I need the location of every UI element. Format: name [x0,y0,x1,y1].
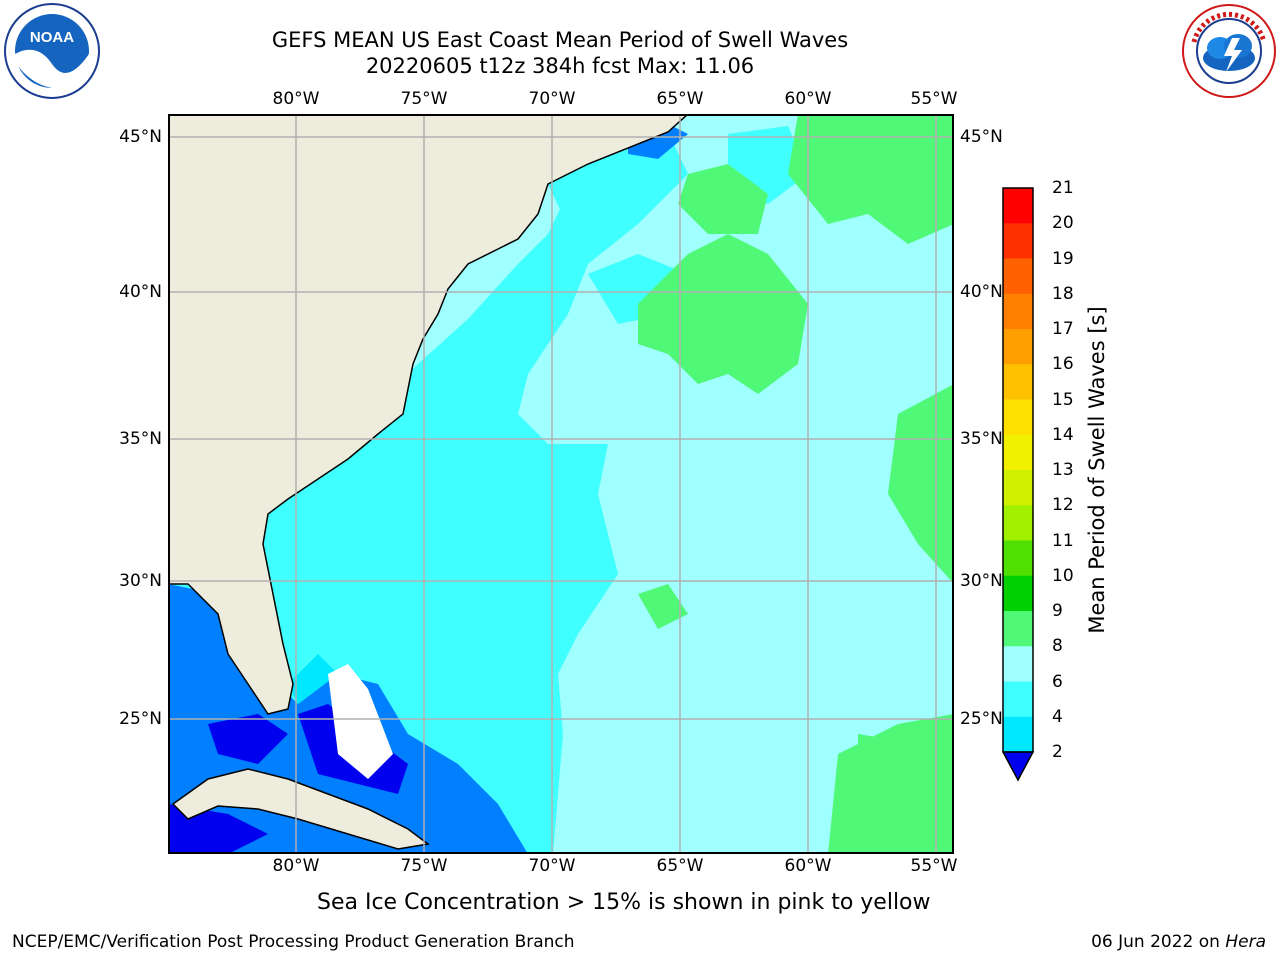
ocean-6-8 [168,132,688,854]
swell-period-map [168,114,954,854]
bahamas-bank [328,664,393,779]
land-cuba [171,768,430,850]
lat-label-left: 35°N [119,429,162,449]
footer-date: 06 Jun 2022 on Hera [1091,932,1266,952]
colorbar-tick-label: 13 [1052,460,1074,480]
colorbar-tick-label: 16 [1052,354,1074,375]
colorbar-band [1003,188,1033,224]
footer-host: Hera [1225,932,1266,952]
colorbar-band [1003,434,1033,471]
chart-title: GEFS MEAN US East Coast Mean Period of S… [271,28,849,52]
colorbar-band [1003,293,1033,330]
colorbar-tick-label: 17 [1052,319,1074,339]
lon-label-bottom: 60°W [784,856,832,876]
lon-label-top: 55°W [910,89,958,109]
lat-label-right: 30°N [960,571,1003,591]
colorbar-band [1003,364,1033,400]
ocean-9-10 [678,164,768,234]
ocean-9-10 [858,734,888,764]
colorbar-extend-triangle [1001,751,1035,782]
ocean-9-10 [888,384,954,584]
colorbar-tick-label: 2 [1052,742,1063,762]
colorbar-bands [1003,188,1033,753]
lon-label-bottom: 80°W [272,856,320,876]
colorbar-band [1003,470,1033,506]
colorbar-band [1003,258,1033,295]
colorbar-tick-label: 19 [1052,248,1074,269]
colorbar-band [1003,399,1033,436]
colorbar-band [1003,611,1033,647]
colorbar-band [1003,505,1033,541]
lon-label-top: 80°W [272,89,320,109]
colorbar-band [1003,329,1033,365]
colorbar-band [1003,681,1033,718]
colorbar-tick-label: 21 [1052,178,1074,198]
noaa-logo-text: NOAA [30,29,74,46]
lon-label-top: 60°W [784,89,832,109]
lat-label-right: 45°N [960,127,1003,147]
lon-label-bottom: 55°W [910,856,958,876]
footer-date-text: 06 Jun 2022 on [1091,932,1226,952]
lat-label-right: 35°N [960,429,1003,449]
lon-label-bottom: 65°W [656,856,704,876]
lat-label-left: 30°N [119,571,162,591]
colorbar-tick-label: 6 [1052,671,1063,692]
nws-logo [1182,4,1276,98]
colorbar-tick-label: 9 [1052,601,1063,621]
lon-label-bottom: 70°W [528,856,576,876]
chart-subtitle: 20220605 t12z 384h fcst Max: 11.06 [365,54,755,78]
lat-label-left: 25°N [119,709,162,729]
colorbar-tick-label: 12 [1052,495,1074,516]
colorbar-band [1003,716,1033,753]
ocean-4-6 [288,654,338,704]
colorbar-band [1003,540,1033,577]
colorbar-tick-label: 20 [1052,213,1074,234]
lon-label-top: 75°W [400,89,448,109]
lon-label-top: 70°W [528,89,576,109]
lon-label-top: 65°W [656,89,704,109]
map-frame [168,114,954,854]
sea-ice-note: Sea Ice Concentration > 15% is shown in … [317,890,931,915]
colorbar-tick-label: 11 [1052,530,1074,551]
colorbar-tick-label: 10 [1052,565,1074,586]
colorbar [1001,187,1035,782]
colorbar-tick-label: 8 [1052,636,1063,657]
footer-credit: NCEP/EMC/Verification Post Processing Pr… [12,932,575,952]
colorbar-band [1003,575,1033,612]
ocean-below-2 [208,714,288,764]
colorbar-band [1003,223,1033,259]
colorbar-tick-label: 18 [1052,283,1074,304]
lat-label-right: 25°N [960,709,1003,729]
lon-label-bottom: 75°W [400,856,448,876]
ocean-9-10 [638,584,688,629]
lat-label-right: 40°N [960,282,1003,302]
colorbar-label: Mean Period of Swell Waves [s] [1085,306,1109,634]
colorbar-frame [1002,187,1034,753]
colorbar-tick-label: 14 [1052,424,1074,445]
land-us [168,114,690,715]
lat-label-left: 45°N [119,127,162,147]
graticule [168,114,954,854]
lat-label-left: 40°N [119,282,162,302]
ocean-9-10 [788,114,954,244]
colorbar-tick-label: 4 [1052,706,1063,727]
noaa-logo: NOAA [4,3,100,99]
colorbar-tick-label: 15 [1052,389,1074,410]
colorbar-band [1003,646,1033,682]
